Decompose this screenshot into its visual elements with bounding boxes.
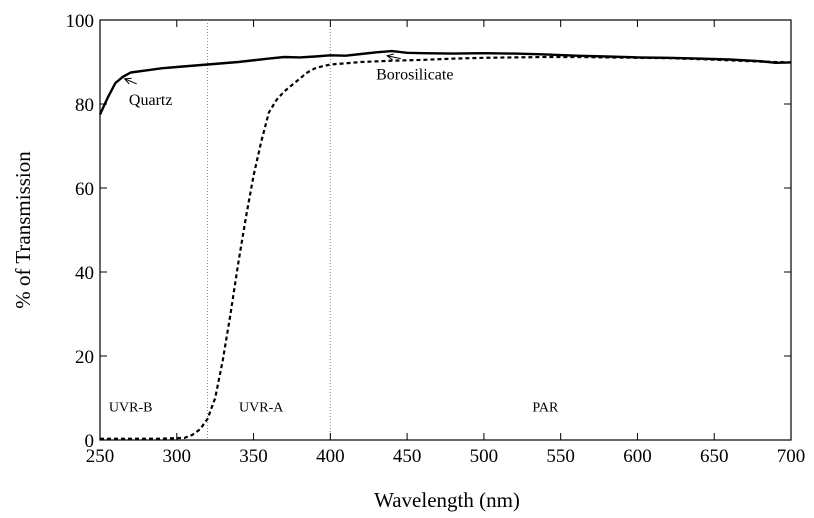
x-tick-label: 650 <box>700 446 729 467</box>
series-line-quartz <box>98 49 792 115</box>
region-label-uvr-a: UVR-A <box>239 400 284 415</box>
y-tick-label: 0 <box>85 431 95 452</box>
annotation-label-quartz: Quartz <box>129 92 173 109</box>
x-tick-label: 550 <box>546 446 575 467</box>
x-tick-label: 500 <box>470 446 499 467</box>
annotation-arrow-head <box>123 77 132 85</box>
plot-frame <box>99 19 792 441</box>
x-tick-label: 600 <box>623 446 652 467</box>
y-tick-label: 80 <box>75 95 94 116</box>
y-tick-label: 100 <box>66 11 95 32</box>
y-axis-title: % of Transmission <box>11 151 35 309</box>
x-tick-label: 700 <box>777 446 806 467</box>
plot-border <box>99 19 792 441</box>
x-tick-label: 400 <box>316 446 345 467</box>
region-label-uvr-b: UVR-B <box>109 400 153 415</box>
region-label-par: PAR <box>532 400 559 415</box>
x-tick-label: 350 <box>239 446 268 467</box>
x-tick-label: 450 <box>393 446 422 467</box>
labels-layer: UVR-B UVR-A PAR Quartz Borosilicate <box>109 53 559 415</box>
ticks-layer: 250 300 350 400 450 500 550 600 650 700 0 20 40 60 80 1… <box>66 11 806 467</box>
annotation-arrow-line <box>387 55 401 60</box>
series-line-borosilicate <box>100 55 792 440</box>
x-tick-label: 250 <box>86 446 115 467</box>
x-axis-title: Wavelength (nm) <box>374 488 520 512</box>
series-layer <box>98 49 792 440</box>
annotation-label-borosilicate: Borosilicate <box>376 67 453 84</box>
x-tick-label: 300 <box>163 446 192 467</box>
y-tick-label: 20 <box>75 347 94 368</box>
annotation-arrow-head <box>385 53 395 61</box>
y-tick-label: 60 <box>75 179 94 200</box>
region-dividers <box>206 20 331 440</box>
annotation-arrow-line <box>124 78 137 85</box>
y-tick-label: 40 <box>75 263 94 284</box>
